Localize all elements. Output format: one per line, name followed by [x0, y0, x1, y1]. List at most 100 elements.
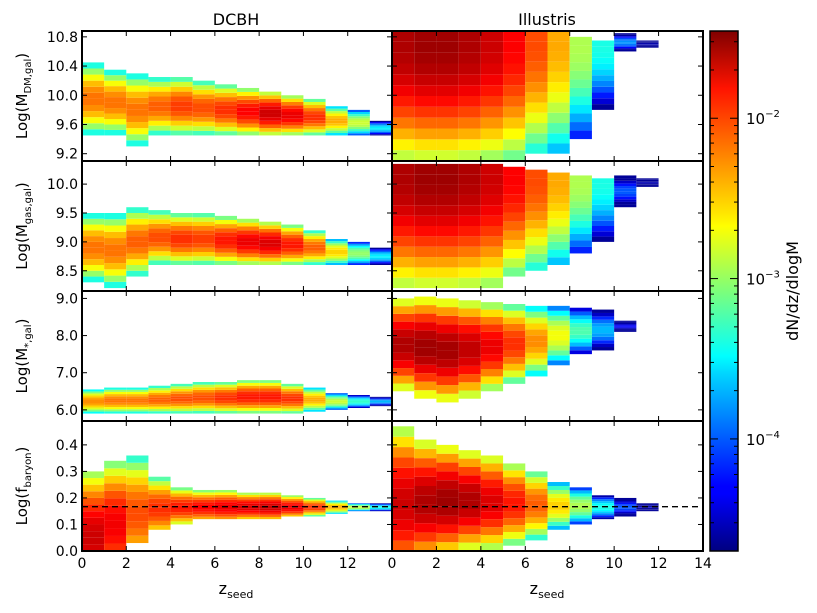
heatmap-cell [614, 326, 637, 328]
heatmap-cell [591, 319, 615, 324]
heatmap-cell [259, 388, 282, 392]
heatmap-cell [503, 504, 526, 512]
heatmap-cell [458, 205, 481, 216]
heatmap-cell [458, 500, 481, 509]
heatmap-cell [458, 508, 481, 518]
heatmap-cell [369, 399, 392, 400]
heatmap-cell [369, 128, 392, 130]
heatmap-cell [126, 224, 149, 231]
heatmap-cell [325, 501, 348, 503]
heatmap-cell [82, 399, 105, 402]
heatmap-cell [547, 505, 570, 510]
heatmap-cell [392, 215, 415, 226]
heatmap-cell [281, 98, 304, 102]
heatmap-cell [591, 511, 615, 514]
heatmap-cell [414, 504, 437, 514]
heatmap-cell [104, 402, 127, 405]
heatmap-cell [436, 215, 459, 226]
heatmap-cell [436, 106, 459, 118]
heatmap-cell [392, 163, 415, 175]
heatmap-cell [569, 240, 592, 247]
heatmap-cell [237, 91, 260, 96]
heatmap-cell [126, 230, 149, 237]
heatmap-cell [392, 63, 415, 75]
heatmap-cell [82, 213, 105, 219]
heatmap-cell [148, 411, 171, 414]
heatmap-cell [126, 535, 149, 544]
heatmap-cell [259, 408, 282, 411]
heatmap-cell [192, 260, 215, 265]
heatmap-cell [458, 492, 481, 501]
heatmap-cell [237, 257, 260, 262]
heatmap-cell [591, 199, 615, 205]
heatmap-cell [325, 401, 348, 403]
heatmap-cell [104, 520, 127, 529]
heatmap-cell [347, 124, 370, 127]
heatmap-cell [436, 41, 459, 53]
heatmap-cell [347, 503, 370, 505]
heatmap-cell [303, 507, 326, 509]
heatmap-cell [281, 383, 304, 387]
heatmap-cell [525, 71, 548, 83]
heatmap-cell [614, 325, 637, 327]
heatmap-cell [503, 538, 526, 546]
heatmap-cell [237, 492, 260, 495]
heatmap-cell [591, 236, 615, 242]
heatmap-cell [192, 502, 215, 505]
heatmap-cell [325, 408, 348, 410]
heatmap-cell [347, 109, 370, 113]
heatmap-cell [480, 331, 504, 340]
heatmap-cell [591, 309, 615, 313]
heatmap-cell [414, 322, 437, 331]
x-axis-title-right: zseed [530, 579, 565, 601]
heatmap-cell [636, 45, 659, 47]
heatmap-cell [237, 497, 260, 500]
heatmap-cell [259, 516, 282, 520]
heatmap-cell [591, 178, 615, 184]
heatmap-cell [325, 123, 348, 126]
heatmap-cell [547, 489, 570, 494]
heatmap-cell [369, 505, 392, 507]
heatmap-cell [104, 411, 127, 414]
heatmap-cell [303, 399, 326, 402]
heatmap-cell [126, 73, 149, 80]
heatmap-cell [369, 249, 392, 251]
heatmap-cell [281, 391, 304, 394]
heatmap-cell [369, 263, 392, 265]
heatmap-cell [436, 489, 459, 498]
heatmap-cell [614, 510, 637, 512]
heatmap-cell [325, 118, 348, 121]
heatmap-cell [591, 40, 615, 47]
heatmap-cell [126, 398, 149, 401]
heatmap-cell [325, 402, 348, 405]
heatmap-cell [547, 82, 570, 93]
heatmap-cell [192, 511, 215, 515]
heatmap-cell [636, 507, 659, 508]
heatmap-cell [82, 395, 105, 398]
heatmap-cell [214, 509, 237, 512]
heatmap-cell [192, 85, 215, 90]
heatmap-cell [347, 405, 370, 407]
heatmap-cell [591, 507, 615, 510]
heatmap-cell [192, 239, 215, 244]
heatmap-cell [104, 113, 127, 120]
heatmap-cell [325, 398, 348, 401]
heatmap-cell [569, 113, 592, 123]
heatmap-cell [82, 224, 105, 231]
heatmap-cell [414, 448, 437, 459]
heatmap-cell [369, 253, 392, 255]
heatmap-cell [192, 384, 215, 388]
heatmap-cell [325, 106, 348, 109]
heatmap-cell [281, 224, 304, 228]
heatmap-cell [480, 309, 504, 317]
heatmap-cell [436, 324, 459, 334]
heatmap-cell [547, 525, 570, 530]
heatmap-cell [126, 97, 149, 104]
heatmap-cell [303, 244, 326, 248]
heatmap-cell [281, 108, 304, 113]
colorbar: 10−4 10−3 10−2 [709, 30, 780, 552]
heatmap-cell [347, 133, 370, 136]
heatmap-cell [303, 262, 326, 265]
heatmap-cell [303, 126, 326, 130]
heatmap-cell [414, 128, 437, 140]
